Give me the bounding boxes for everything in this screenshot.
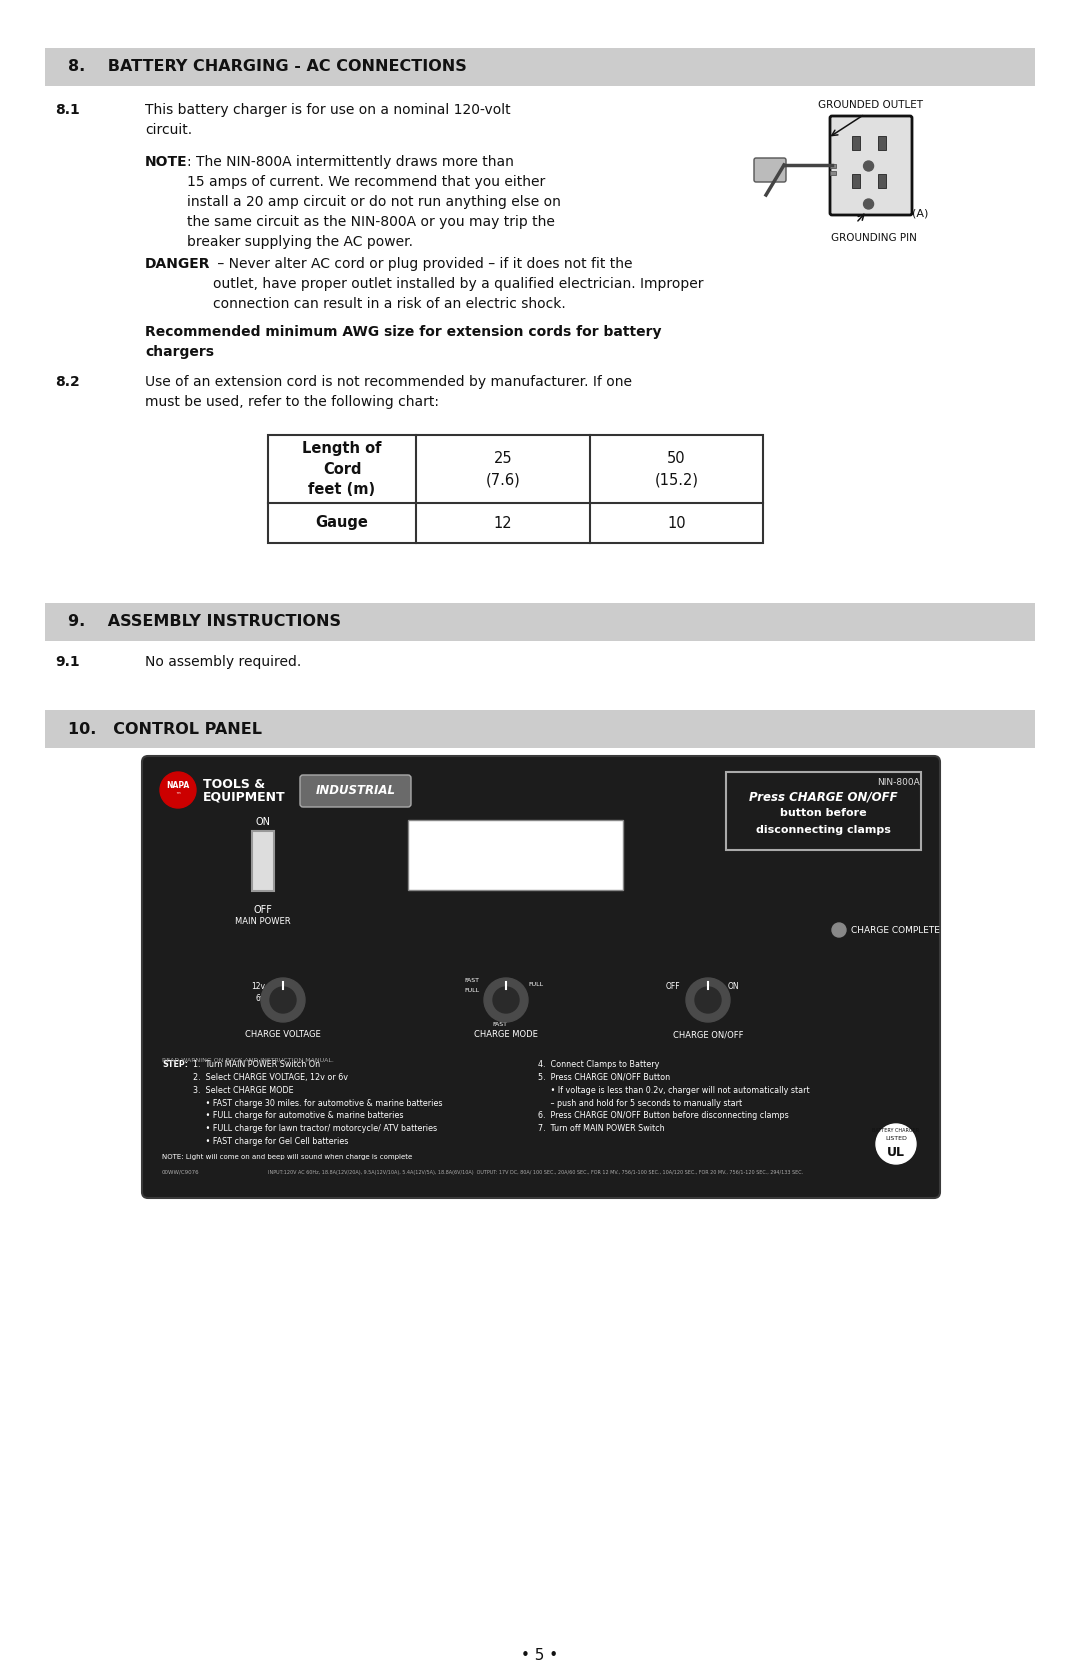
Circle shape [696, 986, 721, 1013]
Text: DANGER: DANGER [145, 257, 211, 270]
Text: : The NIN-800A intermittently draws more than
15 amps of current. We recommend t: : The NIN-800A intermittently draws more… [187, 155, 561, 249]
Circle shape [160, 773, 195, 808]
Text: FAST: FAST [492, 1021, 508, 1026]
Bar [831, 170, 836, 175]
Text: CHARGE ON/OFF: CHARGE ON/OFF [673, 1030, 743, 1040]
Text: Use of an extension cord is not recommended by manufacturer. If one
must be used: Use of an extension cord is not recommen… [145, 376, 632, 409]
Text: button before: button before [780, 808, 867, 818]
Text: GROUNDING PIN: GROUNDING PIN [831, 234, 917, 244]
Text: CHARGE COMPLETE: CHARGE COMPLETE [851, 926, 940, 935]
Text: 8.2: 8.2 [55, 376, 80, 389]
Bar [408, 819, 623, 890]
Text: Gauge: Gauge [315, 516, 368, 531]
Bar [268, 436, 762, 542]
Text: UL: UL [887, 1145, 905, 1158]
Text: 10: 10 [667, 516, 686, 531]
Text: NOTE: Light will come on and beep will sound when charge is complete: NOTE: Light will come on and beep will s… [162, 1153, 413, 1160]
Text: 8.1: 8.1 [55, 103, 80, 117]
Text: NIN-800A: NIN-800A [877, 778, 920, 788]
Text: INPUT:120V AC 60Hz, 18.8A(12V/20A), 9.5A(12V/10A), 5.4A(12V/5A), 18.8A(6V/10A)  : INPUT:120V AC 60Hz, 18.8A(12V/20A), 9.5A… [268, 1170, 804, 1175]
Bar [878, 174, 886, 189]
Bar [831, 164, 836, 169]
Text: OFF: OFF [254, 905, 272, 915]
Bar [45, 603, 1035, 641]
Circle shape [864, 199, 874, 209]
Text: MAIN POWER: MAIN POWER [235, 916, 291, 926]
Circle shape [864, 160, 874, 170]
Text: 4.  Connect Clamps to Battery
5.  Press CHARGE ON/OFF Button
     • If voltage i: 4. Connect Clamps to Battery 5. Press CH… [538, 1060, 810, 1133]
Text: NAPA: NAPA [166, 781, 190, 791]
Text: GROUNDED OUTLET: GROUNDED OUTLET [818, 100, 922, 110]
Text: FAST: FAST [464, 978, 480, 983]
Bar [878, 135, 886, 150]
Text: No assembly required.: No assembly required. [145, 654, 301, 669]
Circle shape [261, 978, 305, 1021]
Text: INDUSTRIAL: INDUSTRIAL [315, 784, 395, 798]
Text: STEP:: STEP: [162, 1060, 188, 1070]
Bar [45, 709, 1035, 748]
FancyBboxPatch shape [300, 774, 411, 808]
Text: ™: ™ [175, 793, 180, 798]
Circle shape [686, 978, 730, 1021]
Text: NOTE: NOTE [145, 155, 188, 169]
Circle shape [876, 1123, 916, 1163]
Bar [851, 174, 860, 189]
Text: Recommended minimum AWG size for extension cords for battery
chargers: Recommended minimum AWG size for extensi… [145, 325, 661, 359]
Text: This battery charger is for use on a nominal 120-volt
circuit.: This battery charger is for use on a nom… [145, 103, 511, 137]
Text: TOOLS &: TOOLS & [203, 778, 265, 791]
Text: 9.1: 9.1 [55, 654, 80, 669]
Text: – Never alter AC cord or plug provided – if it does not fit the
outlet, have pro: – Never alter AC cord or plug provided –… [213, 257, 703, 310]
Text: 50
(15.2): 50 (15.2) [654, 451, 699, 487]
Text: 8.    BATTERY CHARGING - AC CONNECTIONS: 8. BATTERY CHARGING - AC CONNECTIONS [68, 60, 467, 75]
Text: EQUIPMENT: EQUIPMENT [203, 789, 285, 803]
Text: FULL: FULL [464, 988, 480, 993]
Text: 9.    ASSEMBLY INSTRUCTIONS: 9. ASSEMBLY INSTRUCTIONS [68, 614, 341, 629]
Text: disconnecting clamps: disconnecting clamps [756, 824, 891, 834]
Text: CHARGE VOLTAGE: CHARGE VOLTAGE [245, 1030, 321, 1040]
Circle shape [492, 986, 519, 1013]
Text: 6v: 6v [255, 995, 265, 1003]
Text: 12v: 12v [251, 981, 265, 991]
Text: 1.  Turn MAIN POWER Switch On
2.  Select CHARGE VOLTAGE, 12v or 6v
3.  Select CH: 1. Turn MAIN POWER Switch On 2. Select C… [193, 1060, 443, 1147]
Bar [45, 48, 1035, 87]
Text: 10.   CONTROL PANEL: 10. CONTROL PANEL [68, 721, 262, 736]
Text: CHARGE MODE: CHARGE MODE [474, 1030, 538, 1040]
Circle shape [270, 986, 296, 1013]
Text: BATTERY CHARGER: BATTERY CHARGER [873, 1128, 919, 1133]
Text: ON: ON [256, 818, 270, 828]
Text: READ WARNING ON BACK AND INSTRUCTION MANUAL.: READ WARNING ON BACK AND INSTRUCTION MAN… [162, 1058, 334, 1063]
Text: LISTED: LISTED [886, 1135, 907, 1140]
Bar [252, 831, 274, 891]
FancyBboxPatch shape [754, 159, 786, 182]
Text: Press CHARGE ON/OFF: Press CHARGE ON/OFF [750, 789, 897, 803]
Bar [851, 135, 860, 150]
Text: Length of
Cord
feet (m): Length of Cord feet (m) [302, 441, 381, 497]
Text: FULL: FULL [528, 981, 543, 986]
FancyBboxPatch shape [831, 117, 912, 215]
Text: (A): (A) [912, 209, 929, 219]
Text: • 5 •: • 5 • [522, 1647, 558, 1662]
Text: 12: 12 [494, 516, 512, 531]
Text: 25
(7.6): 25 (7.6) [486, 451, 521, 487]
Circle shape [484, 978, 528, 1021]
FancyBboxPatch shape [726, 773, 921, 850]
Circle shape [832, 923, 846, 936]
Text: 00WW/C9076: 00WW/C9076 [162, 1170, 200, 1175]
FancyBboxPatch shape [141, 756, 940, 1198]
Text: OFF: OFF [666, 981, 680, 991]
Text: ON: ON [728, 981, 740, 991]
